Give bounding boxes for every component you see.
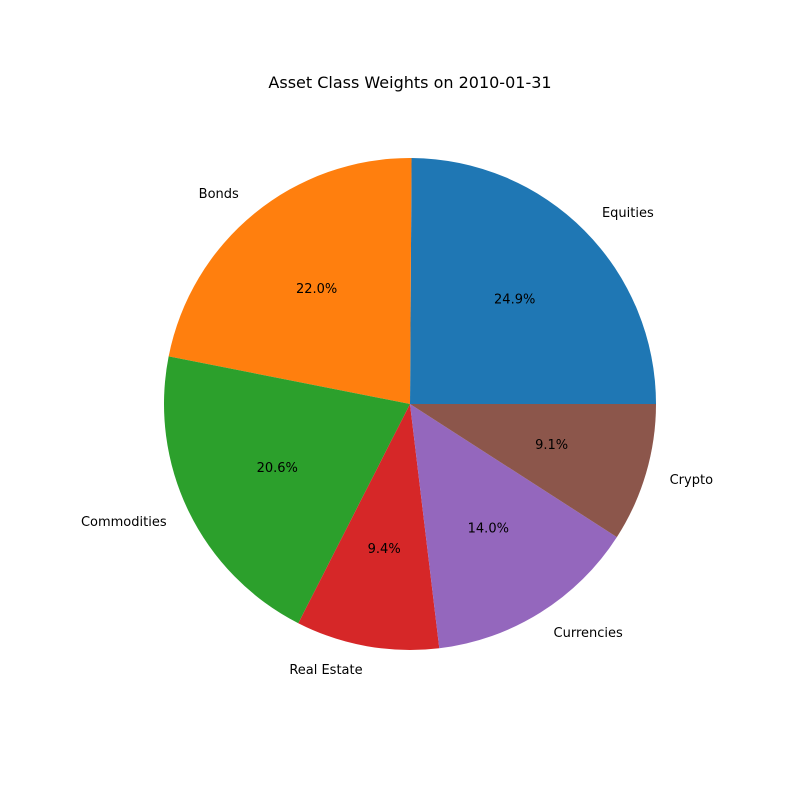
slice-percent-crypto: 9.1%	[535, 438, 568, 453]
slice-percent-bonds: 22.0%	[296, 282, 337, 297]
chart-title: Asset Class Weights on 2010-01-31	[268, 73, 551, 92]
pie-slice-equities	[410, 158, 656, 404]
slice-percent-real-estate: 9.4%	[368, 542, 401, 557]
pie-labels: Equities 24.9% Bonds 22.0% Commodities 20.6% R…	[81, 187, 713, 678]
slice-label-real-estate: Real Estate	[289, 663, 362, 678]
pie-slice-bonds	[168, 158, 412, 404]
slice-percent-currencies: 14.0%	[468, 522, 509, 537]
slice-label-equities: Equities	[602, 206, 654, 221]
slice-label-bonds: Bonds	[199, 187, 239, 202]
slice-percent-commodities: 20.6%	[257, 461, 298, 476]
slice-label-crypto: Crypto	[670, 473, 713, 488]
slice-label-commodities: Commodities	[81, 515, 167, 530]
pie-slice-crypto	[410, 404, 656, 538]
pie-slice-commodities	[164, 356, 410, 624]
pie-slice-currencies	[410, 404, 617, 649]
pie-slice-real-estate	[298, 404, 440, 650]
slice-percent-equities: 24.9%	[494, 292, 535, 307]
slice-label-currencies: Currencies	[554, 626, 623, 641]
pie-slices	[164, 158, 656, 650]
